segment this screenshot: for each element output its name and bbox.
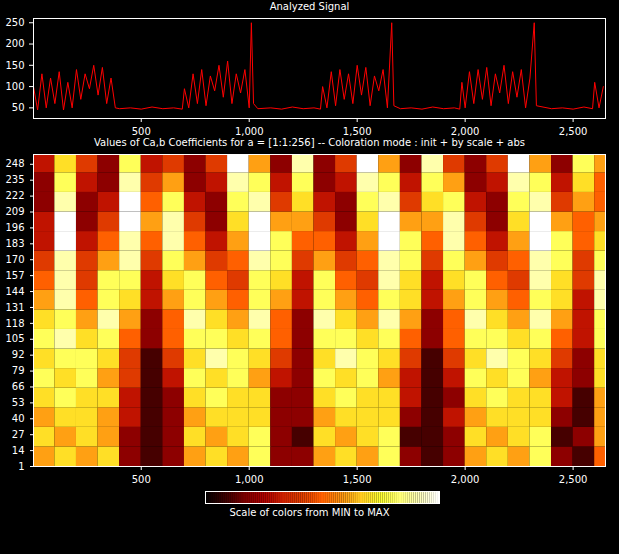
svg-text:1,500: 1,500 [343, 474, 372, 484]
svg-text:79: 79 [12, 365, 25, 376]
svg-text:1: 1 [18, 461, 24, 472]
svg-text:131: 131 [5, 302, 24, 313]
svg-text:157: 157 [5, 270, 24, 281]
svg-text:1,000: 1,000 [235, 474, 264, 484]
svg-text:2,000: 2,000 [451, 474, 480, 484]
html-text:Scale of colors from MIN to MA: Scale of colors from MIN to MAX [229, 507, 390, 518]
svg-text:248: 248 [5, 158, 24, 169]
svg-text:14: 14 [12, 445, 25, 456]
svg-text:2,500: 2,500 [559, 474, 588, 484]
svg-text:2,500: 2,500 [559, 126, 588, 136]
svg-text:170: 170 [5, 254, 24, 265]
svg-text:53: 53 [12, 397, 25, 408]
svg-text:40: 40 [12, 413, 25, 424]
html-text:Analyzed Signal: Analyzed Signal [269, 1, 350, 12]
svg-text:150: 150 [5, 60, 24, 71]
svg-text:100: 100 [5, 81, 24, 92]
svg-text:50: 50 [12, 102, 25, 113]
svg-text:235: 235 [5, 174, 24, 185]
svg-text:27: 27 [12, 429, 25, 440]
svg-text:250: 250 [5, 17, 24, 28]
svg-text:1,500: 1,500 [343, 126, 372, 136]
svg-text:183: 183 [5, 238, 24, 249]
svg-text:92: 92 [12, 349, 25, 360]
svg-text:500: 500 [132, 126, 151, 136]
svg-text:144: 144 [5, 286, 24, 297]
svg-text:2,000: 2,000 [451, 126, 480, 136]
svg-text:209: 209 [5, 206, 24, 217]
svg-text:105: 105 [5, 333, 24, 344]
svg-text:200: 200 [5, 38, 24, 49]
svg-text:118: 118 [5, 318, 24, 329]
svg-text:196: 196 [5, 222, 24, 233]
svg-text:1,000: 1,000 [235, 126, 264, 136]
html-text:Values of Ca,b Coefficients fo: Values of Ca,b Coefficients for a = [1:1… [94, 137, 525, 148]
svg-text:500: 500 [132, 474, 151, 484]
svg-text:66: 66 [12, 381, 25, 392]
svg-text:222: 222 [5, 190, 24, 201]
